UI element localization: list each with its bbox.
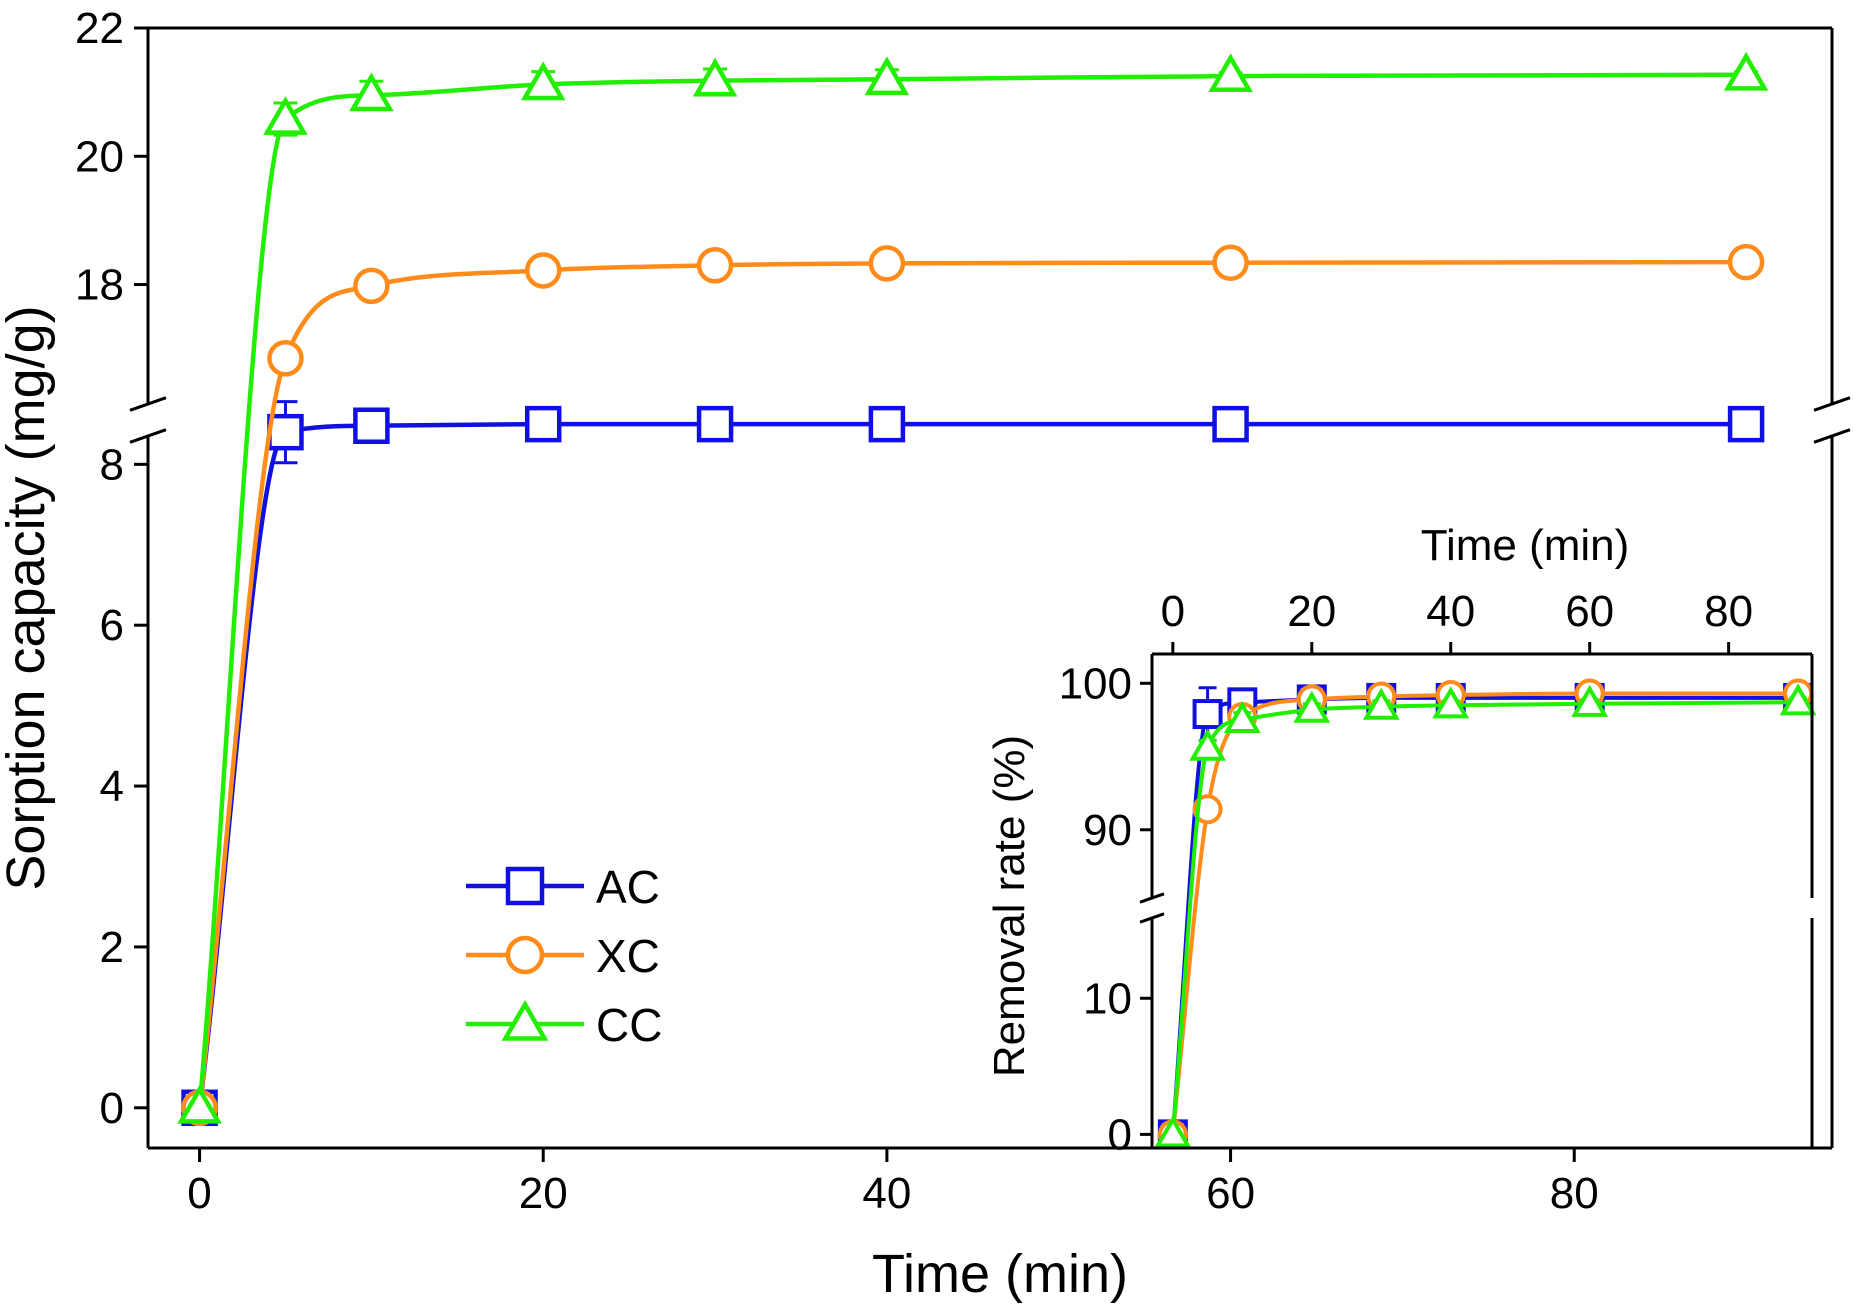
- inset-x-axis-title: Time (min): [1421, 521, 1630, 570]
- inset-x-tick-label: 60: [1565, 587, 1614, 636]
- main-point-ac: [1212, 405, 1249, 443]
- main-y-tick-label: 18: [75, 261, 124, 310]
- inset-y-tick-label: 90: [1083, 806, 1132, 855]
- main-point-xc: [1212, 244, 1249, 281]
- inset-axis-break-mark: [1139, 912, 1165, 924]
- main-y-tick-label: 4: [100, 762, 124, 811]
- legend-item-xc: XC: [466, 930, 660, 982]
- main-point-cc: [1723, 51, 1769, 91]
- plot-labels-layer: 0 20 40 60 80 0 2 4 6 8 18 20 22 Time (min) Sorption c…: [0, 4, 1599, 1304]
- inset-y-tick-label: 10: [1083, 974, 1132, 1023]
- main-x-tick-label: 0: [187, 1169, 211, 1218]
- inset-data-layer: [1154, 678, 1817, 1150]
- legend: AC XC CC: [466, 861, 662, 1051]
- plot-frames-layer: [129, 26, 1851, 1162]
- inset-point-cc: [1223, 700, 1261, 733]
- legend-marker-cc: [501, 999, 549, 1041]
- inset-background: [1152, 654, 1812, 1148]
- inset-x-tick-label: 0: [1161, 587, 1185, 636]
- main-x-tick-label: 60: [1206, 1169, 1255, 1218]
- legend-label-xc: XC: [596, 930, 660, 982]
- inset-point-cc: [1189, 728, 1226, 761]
- main-line-xc: [197, 259, 1747, 1109]
- main-axis-break-mark: [1813, 396, 1851, 412]
- main-point-ac: [868, 405, 906, 443]
- legend-item-cc: CC: [466, 999, 662, 1051]
- inset-x-tick-label: 40: [1426, 587, 1475, 636]
- inset-point-cc: [1779, 683, 1817, 716]
- main-point-ac: [267, 413, 304, 451]
- main-point-ac: [353, 407, 390, 444]
- main-axis-break-mark: [129, 396, 167, 412]
- main-x-tick-label: 20: [519, 1169, 568, 1218]
- main-y-tick-label: 8: [100, 440, 124, 489]
- main-point-xc: [696, 247, 734, 284]
- inset-axis-break-mark: [1139, 892, 1165, 904]
- main-x-tick-label: 80: [1550, 1169, 1599, 1218]
- inset-point-cc: [1432, 686, 1470, 719]
- main-labels: 0 20 40 60 80 0 2 4 6 8 18 20 22 Time (min) Sorption c…: [0, 4, 1599, 1304]
- main-line-cc: [197, 72, 1747, 1108]
- main-line-ac: [197, 421, 1747, 1109]
- main-x-axis-title: Time (min): [872, 1244, 1128, 1304]
- main-point-xc: [1727, 243, 1765, 281]
- main-axis-break-mark: [129, 428, 167, 444]
- inset-x-tick-label: 20: [1287, 587, 1336, 636]
- main-y-axis-title: Sorption capacity (mg/g): [0, 305, 56, 890]
- inset-point-cc: [1571, 684, 1609, 717]
- main-y-tick-label: 6: [100, 601, 124, 650]
- main-point-cc: [349, 72, 394, 112]
- main-point-cc: [263, 96, 308, 135]
- main-point-xc: [267, 340, 304, 377]
- main-point-xc: [353, 267, 390, 305]
- inset-x-tick-label: 80: [1704, 587, 1753, 636]
- main-point-cc: [864, 56, 910, 96]
- inset-point-xc: [1192, 794, 1223, 825]
- main-point-ac: [696, 405, 734, 443]
- main-y-tick-label: 22: [75, 4, 124, 53]
- inset-point-cc: [1293, 690, 1331, 723]
- main-y-tick-label: 20: [75, 132, 124, 181]
- main-point-cc: [1208, 53, 1253, 92]
- main-y-tick-label: 0: [100, 1084, 124, 1133]
- legend-marker-ac: [505, 866, 545, 906]
- main-point-xc: [524, 252, 562, 289]
- inset-point-ac: [1192, 699, 1223, 730]
- inset-point-cc: [1154, 1115, 1192, 1148]
- main-point-cc: [177, 1084, 222, 1124]
- main-point-cc: [692, 57, 738, 97]
- inset-y-tick-label: 0: [1108, 1110, 1132, 1159]
- main-axis-break-mark: [1813, 428, 1851, 444]
- inset-y-tick-label: 100: [1059, 659, 1132, 708]
- legend-marker-xc: [505, 935, 545, 975]
- inset-y-axis-title: Removal rate (%): [985, 735, 1034, 1077]
- inset-labels-layer: 0 20 40 60 80 0 10 90 100 Time (min) Removal rate …: [985, 521, 1753, 1159]
- legend-label-ac: AC: [596, 861, 660, 913]
- main-point-xc: [868, 245, 906, 282]
- plot-data-layer: [148, 28, 1832, 1148]
- legend-label-cc: CC: [596, 999, 662, 1051]
- main-point-ac: [524, 405, 562, 443]
- main-point-ac: [1727, 405, 1765, 443]
- main-x-tick-label: 40: [862, 1169, 911, 1218]
- inset-frames-layer: [1139, 642, 1814, 1150]
- legend-item-ac: AC: [466, 861, 660, 913]
- main-point-cc: [520, 61, 566, 101]
- inset-point-cc: [1362, 687, 1400, 720]
- main-axes: [129, 26, 1851, 1162]
- main-series-group: [148, 28, 1832, 1148]
- main-y-tick-label: 2: [100, 923, 124, 972]
